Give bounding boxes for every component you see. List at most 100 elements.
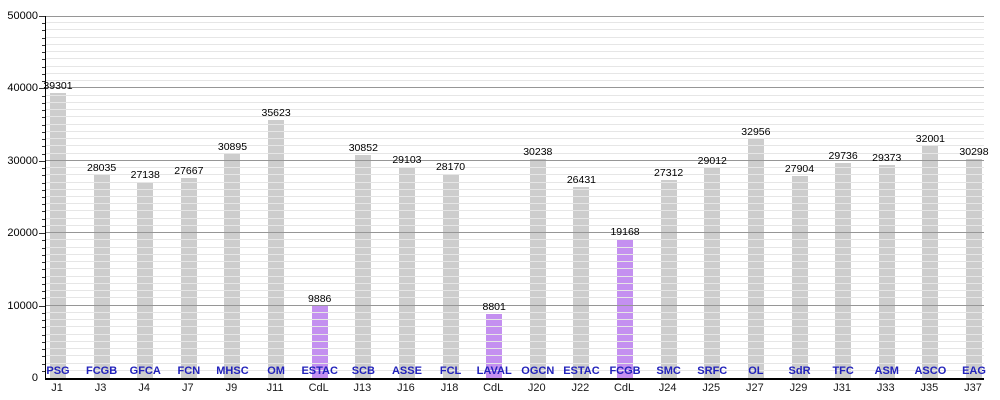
y-axis-minor-tick — [42, 189, 45, 191]
team-label: GFCA — [129, 365, 161, 377]
y-axis-minor-tick — [42, 356, 45, 358]
major-gridline — [46, 304, 984, 306]
team-label: MHSC — [216, 365, 249, 377]
y-axis-minor-tick — [42, 370, 45, 372]
y-axis-minor-tick — [42, 66, 45, 68]
minor-gridline — [46, 29, 984, 31]
matchday-label: J29 — [789, 382, 808, 394]
matchday-label: J22 — [571, 382, 590, 394]
minor-gridline — [46, 319, 984, 321]
league-match-bar — [137, 181, 154, 378]
bar-value-label: 30852 — [348, 141, 378, 154]
league-match-bar — [224, 154, 241, 378]
team-label: SMC — [656, 365, 681, 377]
matchday-label: J11 — [266, 382, 284, 394]
minor-gridline — [46, 188, 984, 190]
y-axis-major-tick — [39, 305, 45, 307]
minor-gridline — [46, 297, 984, 299]
minor-gridline — [46, 290, 984, 292]
league-match-bar — [573, 186, 590, 378]
matchday-label: J16 — [397, 382, 415, 394]
league-match-bar — [835, 162, 852, 378]
y-axis-minor-tick — [42, 327, 45, 329]
minor-gridline — [46, 333, 984, 335]
bar-value-label: 30298 — [959, 145, 989, 158]
major-gridline — [46, 16, 984, 17]
y-axis-minor-tick — [42, 276, 45, 278]
bar-value-label: 35623 — [261, 107, 291, 120]
y-axis-minor-tick — [42, 225, 45, 227]
y-axis-minor-tick — [42, 341, 45, 343]
matchday-label: J20 — [527, 382, 546, 394]
matchday-label: J4 — [138, 382, 151, 394]
league-match-bar — [268, 120, 285, 378]
team-label: ESTAC — [563, 365, 600, 377]
bar-value-label: 27667 — [174, 164, 204, 177]
plot-area: 39301 PSG 28035 FCGB 27138 GFCA 27667 FCN 30895 M… — [43, 16, 989, 380]
league-match-bar — [660, 180, 677, 378]
minor-gridline — [46, 65, 984, 67]
matchday-label: J33 — [876, 382, 895, 394]
matchday-label: CdL — [308, 382, 329, 394]
major-gridline — [46, 87, 984, 89]
minor-gridline — [46, 246, 984, 248]
team-label: PSG — [46, 365, 70, 377]
minor-gridline — [46, 239, 984, 241]
y-axis-minor-tick — [42, 110, 45, 112]
minor-gridline — [46, 51, 984, 53]
bar-value-label: 29103 — [392, 154, 422, 167]
minor-gridline — [46, 167, 984, 169]
league-match-bar — [747, 139, 764, 378]
y-axis-minor-tick — [42, 197, 45, 198]
y-axis-major-tick — [39, 88, 45, 90]
matchday-label: J24 — [658, 382, 677, 394]
bar-value-label: 29012 — [697, 154, 727, 167]
y-axis-major-tick — [39, 233, 45, 235]
y-axis-tick-label: 30000 — [7, 154, 38, 167]
y-axis-minor-tick — [42, 52, 45, 54]
y-axis-minor-tick — [42, 291, 45, 293]
minor-gridline — [46, 43, 984, 45]
cup-match-bar — [311, 306, 328, 378]
minor-gridline — [46, 362, 984, 364]
matchday-label: J7 — [182, 382, 194, 394]
y-axis-minor-tick — [42, 283, 45, 285]
minor-gridline — [46, 145, 984, 147]
minor-gridline — [46, 101, 984, 103]
bar-value-label: 27138 — [130, 168, 160, 181]
league-match-bar — [878, 165, 895, 378]
team-label: FCGB — [609, 365, 641, 377]
minor-gridline — [46, 116, 984, 118]
minor-gridline — [46, 123, 984, 125]
bar-value-label: 32001 — [915, 133, 945, 146]
bar-value-label: 27904 — [784, 162, 815, 175]
y-axis-minor-tick — [42, 240, 45, 242]
matchday-label: J9 — [225, 382, 238, 394]
matchday-label: J3 — [94, 382, 107, 394]
minor-gridline — [46, 217, 984, 219]
team-label: FCGB — [86, 365, 118, 377]
y-axis-minor-tick — [42, 175, 45, 177]
y-axis-minor-tick — [42, 131, 45, 133]
y-axis-minor-tick — [42, 44, 45, 46]
y-axis-minor-tick — [42, 168, 45, 170]
y-axis-major-tick — [39, 16, 45, 17]
matchday-label: J37 — [964, 382, 982, 394]
minor-gridline — [46, 138, 984, 140]
minor-gridline — [46, 340, 984, 342]
minor-gridline — [46, 130, 984, 132]
y-axis-minor-tick — [42, 269, 45, 271]
y-axis-minor-tick — [42, 247, 45, 249]
y-axis-minor-tick — [42, 254, 45, 256]
minor-gridline — [46, 268, 984, 270]
team-label: SCB — [351, 365, 375, 377]
y-axis-tick-label: 10000 — [7, 299, 38, 312]
minor-gridline — [46, 311, 984, 313]
bar-value-label: 32956 — [741, 126, 771, 139]
matchday-label: J35 — [920, 382, 939, 394]
minor-gridline — [46, 348, 984, 350]
team-label: EAG — [962, 365, 986, 377]
y-axis-minor-tick — [42, 312, 45, 314]
y-axis-minor-tick — [42, 73, 45, 75]
y-axis-minor-tick — [42, 334, 45, 336]
